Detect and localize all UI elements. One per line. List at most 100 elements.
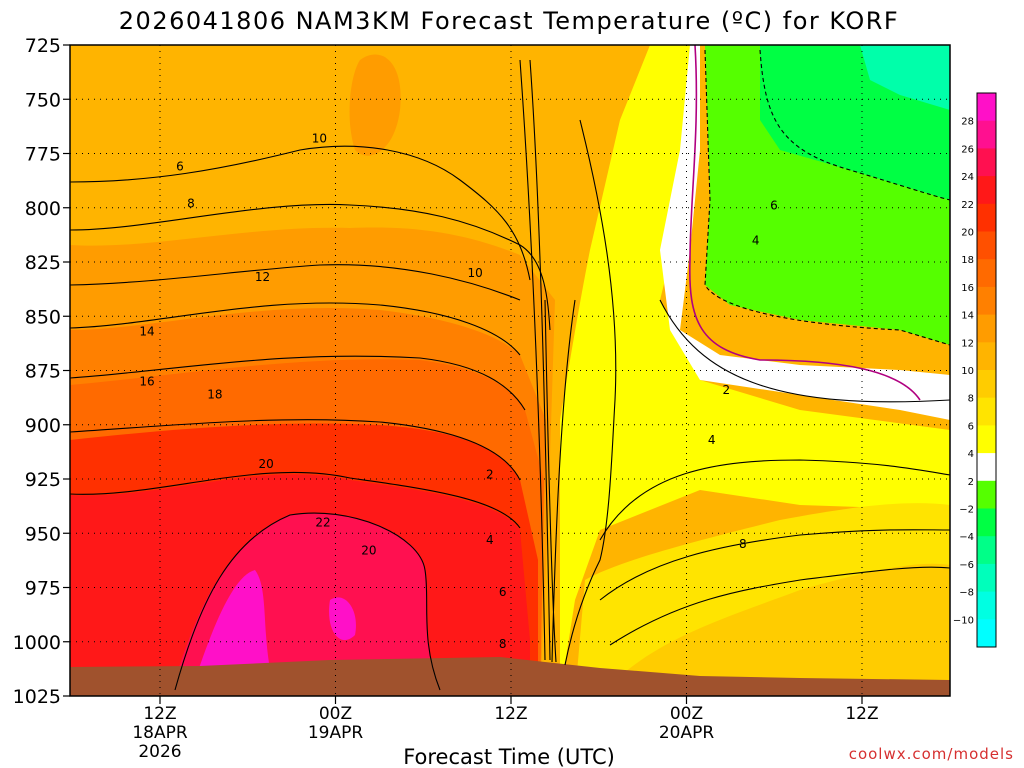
field-4-6 [560, 45, 950, 696]
y-tick-label: 875 [25, 361, 61, 383]
colorbar-swatch [977, 286, 996, 316]
y-tick-label: 900 [25, 415, 61, 437]
colorbar-tick-label: 24 [961, 172, 974, 183]
y-tick-label: 1000 [13, 632, 61, 654]
contour-labels: 6 8 10 12 14 16 18 20 22 20 10 2 4 6 8 2 4 8 6 4 [139, 131, 777, 651]
colorbar-tick-label: 12 [961, 338, 974, 349]
contour-label: 10 [312, 131, 327, 145]
ground-surface [70, 657, 950, 696]
colorbar-tick-label: 20 [961, 228, 974, 239]
y-tick-label: 950 [25, 523, 61, 545]
y-tick-label: 825 [25, 252, 61, 274]
colorbar-swatch [977, 508, 996, 537]
field-2-4 [660, 45, 950, 420]
colorbar-tick-label: −2 [959, 505, 974, 516]
colorbar-tick-label: 8 [968, 394, 974, 405]
colorbar-swatch [977, 591, 996, 620]
contour-label: 12 [255, 270, 270, 284]
contour-label: 6 [176, 160, 184, 174]
x-tick-label: 00Z [319, 704, 352, 724]
y-tick-label: 975 [25, 578, 61, 600]
colorbar-swatch [977, 314, 996, 343]
colorbar-tick-label: 18 [961, 255, 974, 266]
colorbar: 28 26 24 22 20 18 16 14 12 10 8 6 4 2 −2 −4 −6 −8 −10 [953, 92, 997, 648]
contour-label: 4 [486, 533, 494, 547]
x-tick-label: 2026 [138, 742, 181, 762]
colorbar-tick-label: 28 [961, 117, 974, 128]
contour-label: 16 [139, 374, 154, 388]
plot-area [70, 45, 950, 696]
colorbar-swatch [977, 480, 996, 509]
colorbar-swatch [977, 231, 996, 260]
contour-label: 2 [723, 383, 731, 397]
colorbar-swatch [977, 259, 996, 288]
colorbar-tick-label: −4 [959, 532, 974, 543]
x-tick-label: 18APR [132, 723, 188, 743]
colorbar-swatch [977, 453, 996, 482]
colorbar-tick-label: 4 [968, 449, 974, 460]
y-tick-label: 800 [25, 198, 61, 220]
y-axis: 725 750 775 800 825 850 875 900 925 950 975 1000 102… [13, 35, 70, 708]
field-10-12 [349, 54, 401, 156]
colorbar-swatch [977, 120, 996, 149]
colorbar-swatch [977, 148, 996, 177]
colorbar-swatch [977, 176, 996, 205]
field-8-10 [600, 563, 950, 696]
contour-label: 20 [361, 544, 376, 558]
colorbar-swatch [977, 342, 996, 371]
contour-lines [70, 45, 950, 691]
contour-label: 2 [486, 468, 494, 482]
y-tick-label: 750 [25, 89, 61, 111]
colorbar-tick-label: −8 [959, 588, 974, 599]
contour-label: 14 [139, 324, 154, 338]
contour-label: 18 [207, 387, 222, 401]
y-tick-label: 1025 [13, 686, 61, 708]
colorbar-tick-label: 6 [968, 421, 974, 432]
x-tick-label: 12Z [845, 704, 878, 724]
y-tick-label: 850 [25, 306, 61, 328]
contour-label: 4 [752, 233, 760, 247]
colorbar-tick-label: −10 [953, 615, 974, 626]
colorbar-tick-label: 2 [968, 477, 974, 488]
colorbar-swatch [977, 397, 996, 426]
contour-label: 4 [708, 433, 716, 447]
contour-label: 6 [499, 585, 507, 599]
contour-label: 10 [468, 266, 483, 280]
colorbar-tick-label: 10 [961, 366, 974, 377]
credit-text: coolwx.com/models [849, 745, 1014, 763]
colorbar-swatch [977, 563, 996, 593]
contour-label: 22 [315, 515, 330, 529]
x-axis-label: Forecast Time (UTC) [403, 745, 615, 768]
contour-label: 8 [739, 537, 747, 551]
colorbar-swatch [977, 203, 996, 232]
x-tick-label: 19APR [308, 723, 364, 743]
colorbar-swatch [977, 370, 996, 399]
contour-label: 8 [187, 196, 195, 210]
chart-title: 2026041806 NAM3KM Forecast Temperature (… [119, 7, 899, 35]
contour-label: 6 [770, 199, 778, 213]
contour-label: 8 [499, 637, 507, 651]
colorbar-frame [976, 92, 997, 648]
contour-label: 20 [259, 457, 274, 471]
colorbar-tick-label: 22 [961, 200, 974, 211]
colorbar-swatch [977, 425, 996, 454]
colorbar-swatch [977, 93, 996, 122]
colorbar-swatch [977, 536, 996, 565]
grid-lines [70, 45, 950, 696]
x-tick-label: 20APR [659, 723, 715, 743]
colorbar-tick-label: 14 [961, 311, 974, 322]
y-tick-label: 775 [25, 144, 61, 166]
x-tick-label: 12Z [143, 704, 176, 724]
x-tick-label: 00Z [670, 704, 703, 724]
colorbar-tick-label: 16 [961, 283, 974, 294]
field-below-minus-6 [860, 45, 950, 110]
x-tick-label: 12Z [494, 704, 527, 724]
y-tick-label: 925 [25, 469, 61, 491]
colorbar-swatch [977, 619, 996, 648]
y-tick-label: 725 [25, 35, 61, 57]
colorbar-tick-label: 26 [961, 144, 974, 155]
field-24-28 [195, 570, 356, 690]
colorbar-tick-label: −6 [959, 560, 974, 571]
